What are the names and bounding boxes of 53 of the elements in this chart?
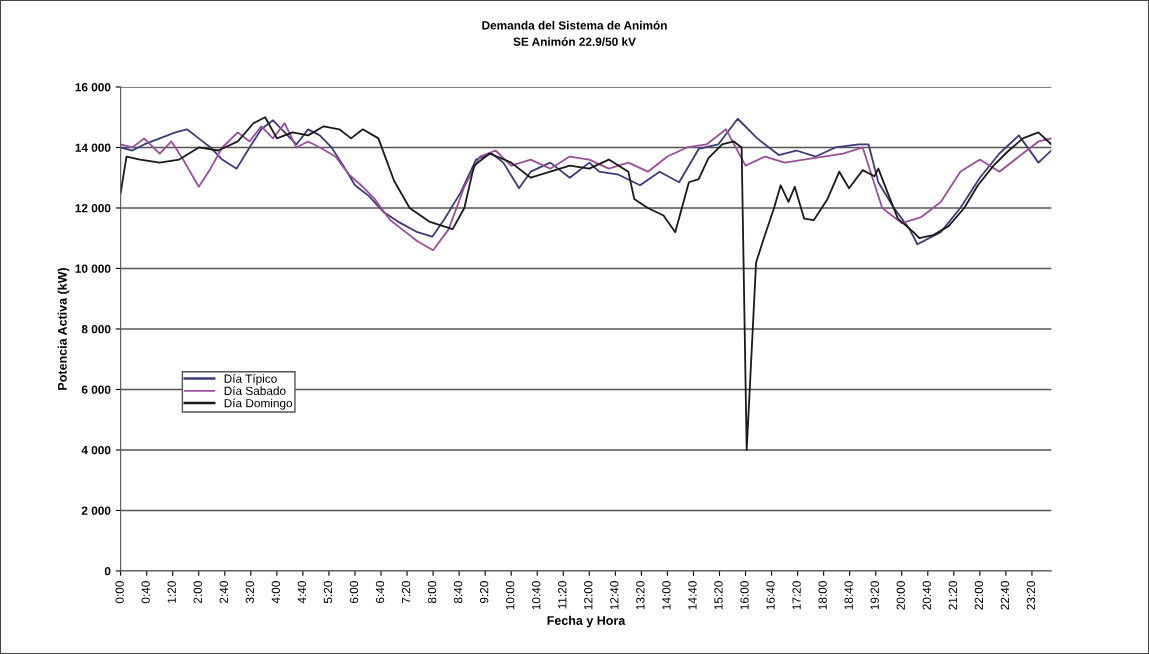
x-axis-title: Fecha y Hora xyxy=(547,615,626,628)
x-tick-label: 12:40 xyxy=(610,581,619,610)
y-tick-label: 6 000 xyxy=(81,385,111,394)
x-tick-label: 19:20 xyxy=(870,581,879,610)
x-tick-label: 20:40 xyxy=(922,581,931,610)
x-tick-label: 23:20 xyxy=(1026,581,1036,610)
x-tick-label: 2:40 xyxy=(219,581,228,604)
x-tick-label: 14:40 xyxy=(688,581,697,610)
x-tick-label: 0:00 xyxy=(115,581,124,604)
x-tick-label: 4:00 xyxy=(271,581,281,604)
y-tick-label: 0 xyxy=(104,566,111,576)
legend-label: Día Domingo xyxy=(224,398,293,410)
x-tick-label: 22:40 xyxy=(1000,581,1010,610)
y-tick-label: 10 000 xyxy=(75,264,111,273)
x-tick-label: 7:20 xyxy=(401,581,411,604)
x-tick-label: 16:40 xyxy=(766,581,775,610)
x-tick-label: 2:00 xyxy=(193,581,202,604)
x-tick-label: 10:40 xyxy=(532,581,541,610)
y-tick-label: 16 000 xyxy=(75,83,111,92)
legend-label: Día Sabado xyxy=(224,386,286,396)
y-tick-label: 12 000 xyxy=(75,204,111,213)
x-tick-label: 18:40 xyxy=(844,581,853,610)
x-tick-label: 4:40 xyxy=(297,581,307,604)
x-tick-label: 8:40 xyxy=(453,581,463,604)
y-tick-label: 14 000 xyxy=(75,143,111,152)
x-tick-label: 21:20 xyxy=(948,581,957,610)
x-tick-label: 10:00 xyxy=(506,581,515,610)
chart-title: Demanda del Sistema de Animón xyxy=(482,20,667,30)
x-tick-label: 18:00 xyxy=(818,581,827,610)
x-tick-label: 3:20 xyxy=(245,581,254,604)
y-tick-label: 2 000 xyxy=(81,506,111,515)
line-series xyxy=(120,116,1052,451)
chart-subtitle: SE Animón 22.9/50 kV xyxy=(513,37,636,47)
x-tick-label: 1:20 xyxy=(167,581,176,603)
x-tick-label: 22:00 xyxy=(974,581,984,610)
y-tick-label: 4 000 xyxy=(81,445,111,455)
x-tick-label: 20:00 xyxy=(896,581,905,610)
legend-label: Día Típico xyxy=(224,374,277,386)
x-tick-label: 11:20 xyxy=(558,581,567,609)
x-tick-label: 0:40 xyxy=(141,581,150,604)
x-tick-label: 17:20 xyxy=(792,581,801,610)
x-tick-label: 6:40 xyxy=(375,581,385,604)
x-tick-label: 12:00 xyxy=(584,581,593,610)
x-tick-label: 9:20 xyxy=(479,581,489,604)
x-tick-label: 16:00 xyxy=(740,581,749,610)
x-tick-label: 15:20 xyxy=(714,581,723,610)
y-axis-title: Potencia Activa (kW) xyxy=(57,267,70,390)
x-tick-label: 13:20 xyxy=(636,581,645,610)
x-tick-label: 8:00 xyxy=(427,581,437,604)
x-tick-label: 14:00 xyxy=(662,581,671,610)
x-tick-label: 5:20 xyxy=(323,581,333,604)
x-tick-label: 6:00 xyxy=(349,581,359,604)
y-tick-label: 8 000 xyxy=(81,325,111,334)
